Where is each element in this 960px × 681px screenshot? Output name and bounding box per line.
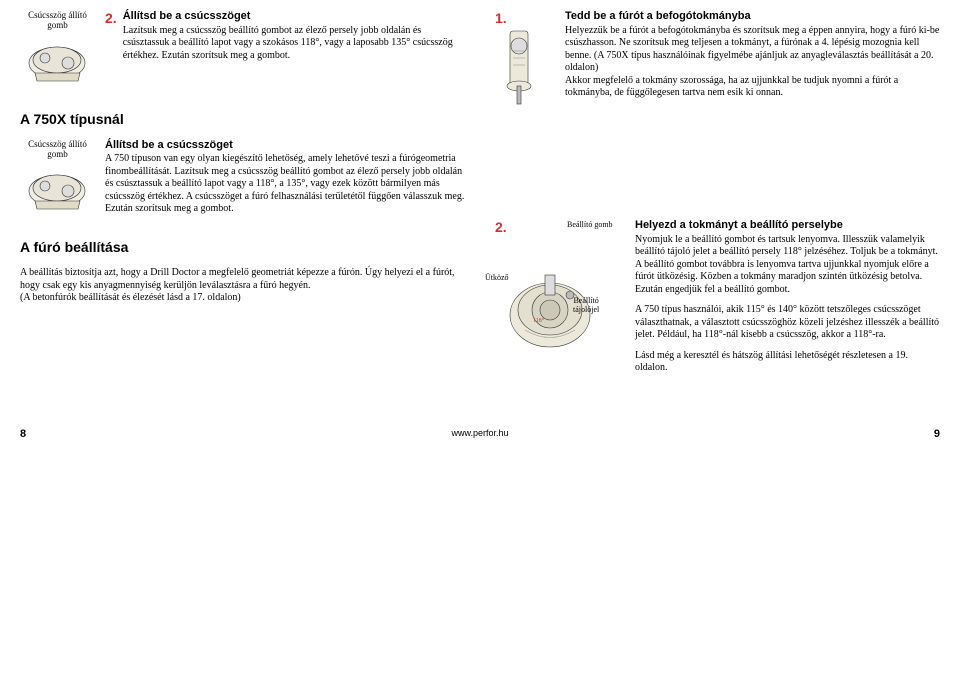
step2c-body3: Lásd még a keresztél és hátszög állítási… (635, 350, 940, 375)
footer-url: www.perfor.hu (451, 428, 508, 438)
step2-title: Állítsd be a csúcsszöget (123, 10, 465, 24)
step2b-body: A 750 típuson van egy olyan kiegészítő l… (105, 153, 465, 216)
page-num-left: 8 (20, 428, 26, 440)
step1-number: 1. (495, 10, 507, 26)
section-b-para: A beállítás biztosítja azt, hogy a Drill… (20, 267, 465, 305)
svg-text:118°: 118° (533, 317, 545, 324)
section-b-title: A fúró beállítása (20, 239, 465, 255)
step2-illustration (20, 33, 95, 88)
step1-illustration (495, 26, 555, 106)
step2-number: 2. (105, 10, 117, 62)
section-a-title: A 750X típusnál (20, 111, 465, 127)
step1-body: Helyezzük be a fúrót a befogótokmányba é… (565, 25, 940, 100)
step2c-body2: A 750 típus használói, akik 115° és 140°… (635, 304, 940, 342)
step2-figlabel: Csúcsszög állító gomb (20, 10, 95, 31)
step2c-body1: Nyomjuk le a beállító gombot és tartsuk … (635, 234, 940, 297)
step2b-illustration (20, 161, 95, 216)
ann-tajolojel: Beállító tájolójel (573, 297, 599, 315)
step2-body: Lazítsuk meg a csúcsszög beállító gombot… (123, 25, 465, 63)
ann-utkozo: Ütköző (485, 274, 509, 283)
ann-beallito-gomb: Beállító gomb (567, 221, 613, 230)
step1-title: Tedd be a fúrót a befogótokmányba (565, 10, 940, 24)
step2c-number: 2. (495, 219, 507, 235)
page-num-right: 9 (934, 428, 940, 440)
step2b-title: Állítsd be a csúcsszöget (105, 139, 465, 153)
step2b-figlabel: Csúcsszög állító gomb (20, 139, 95, 160)
step2c-title: Helyezd a tokmányt a beállító perselybe (635, 219, 940, 233)
